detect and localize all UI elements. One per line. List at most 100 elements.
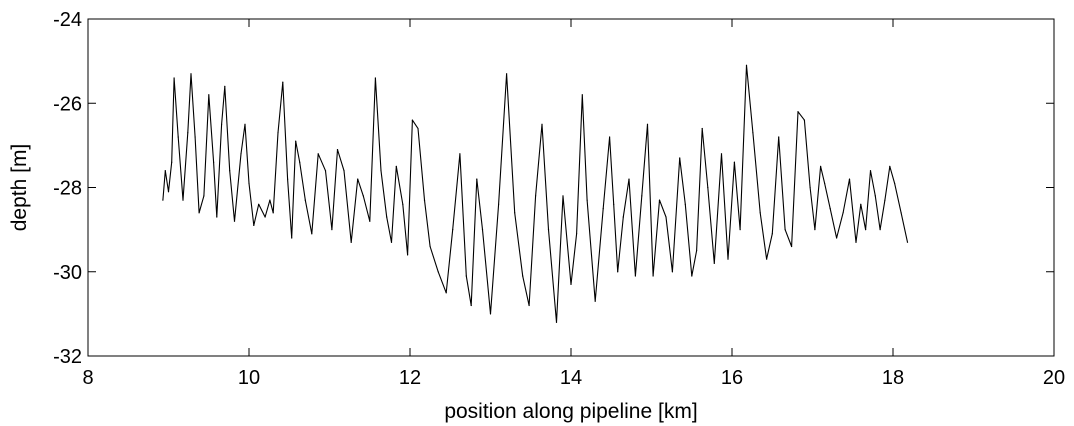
data-point [514,212,516,214]
x-tick-label: 18 [882,367,904,389]
data-point [576,233,578,235]
data-point [476,178,478,180]
depth-profile-line [162,64,909,323]
data-point [187,132,189,134]
data-point [386,216,388,218]
data-point [295,140,297,142]
data-point [652,275,654,277]
data-point [713,262,715,264]
data-point [203,195,205,197]
data-point [842,212,844,214]
data-point [291,237,293,239]
data-point [445,292,447,294]
data-point [229,170,231,172]
data-point [809,186,811,189]
x-tick-label: 20 [1043,367,1065,389]
data-point [784,229,786,231]
y-tick-label: -32 [53,346,82,368]
data-point [555,321,558,323]
data-point [374,77,376,79]
data-point [437,271,439,273]
data-point [617,271,619,273]
data-point [634,275,637,277]
data-point [194,136,196,138]
y-axis-label: depth [m] [8,144,31,232]
data-point [331,229,333,231]
data-point [171,161,173,163]
data-point [470,304,472,307]
data-point [860,203,862,205]
data-point [208,94,210,96]
data-point [198,212,200,214]
data-point [900,212,902,214]
data-point [489,313,492,315]
data-point [855,241,857,243]
data-point [814,229,816,231]
data-point [547,229,550,231]
data-point [528,304,530,307]
data-point [272,212,274,214]
data-point [253,224,255,226]
x-tick-label: 12 [399,367,421,389]
data-point [679,157,681,159]
data-point [182,199,184,201]
data-point [190,73,192,75]
data-point [173,77,175,79]
data-point [233,220,236,222]
data-point [240,153,242,155]
data-point [581,94,583,96]
data-point [701,127,703,130]
data-point [889,165,891,167]
data-point [906,241,909,243]
data-point [258,203,260,205]
data-point [264,216,266,218]
data-point [602,208,604,210]
data-point [244,123,246,125]
data-point [311,233,313,235]
data-point [336,149,339,151]
data-point [390,241,393,243]
data-point [820,165,822,167]
data-point [691,275,693,277]
data-point [177,136,179,138]
data-point [317,153,319,155]
data-point [465,275,467,277]
data-point [791,245,793,248]
data-point [884,199,886,201]
data-point [628,178,630,180]
plot-area-frame [87,18,1055,357]
data-point [167,191,170,193]
data-point [869,170,872,172]
data-point [665,216,667,218]
data-point [459,153,461,155]
data-point [282,81,284,83]
data-point [277,132,279,134]
data-point [224,85,226,87]
data-point [452,229,454,231]
data-point [658,199,661,201]
data-point [535,195,537,197]
data-point [562,195,564,197]
data-point [759,212,761,214]
data-point [641,195,643,197]
data-point [287,178,289,180]
data-point [613,203,615,205]
data-point [829,208,831,210]
y-tick-label: -26 [53,93,82,115]
y-tick-label: -28 [53,178,82,200]
data-point [586,199,588,201]
data-point [362,195,364,197]
data-point [778,136,780,138]
data-point [423,199,426,201]
data-point [879,229,881,231]
data-point [824,182,826,184]
data-point [304,199,306,201]
data-point [213,161,215,163]
data-point [380,170,382,172]
data-point [395,165,397,167]
x-axis-label: position along pipeline [km] [444,400,697,423]
data-point [836,237,838,239]
data-point [248,182,250,184]
data-point [766,258,768,260]
data-point [727,258,729,260]
